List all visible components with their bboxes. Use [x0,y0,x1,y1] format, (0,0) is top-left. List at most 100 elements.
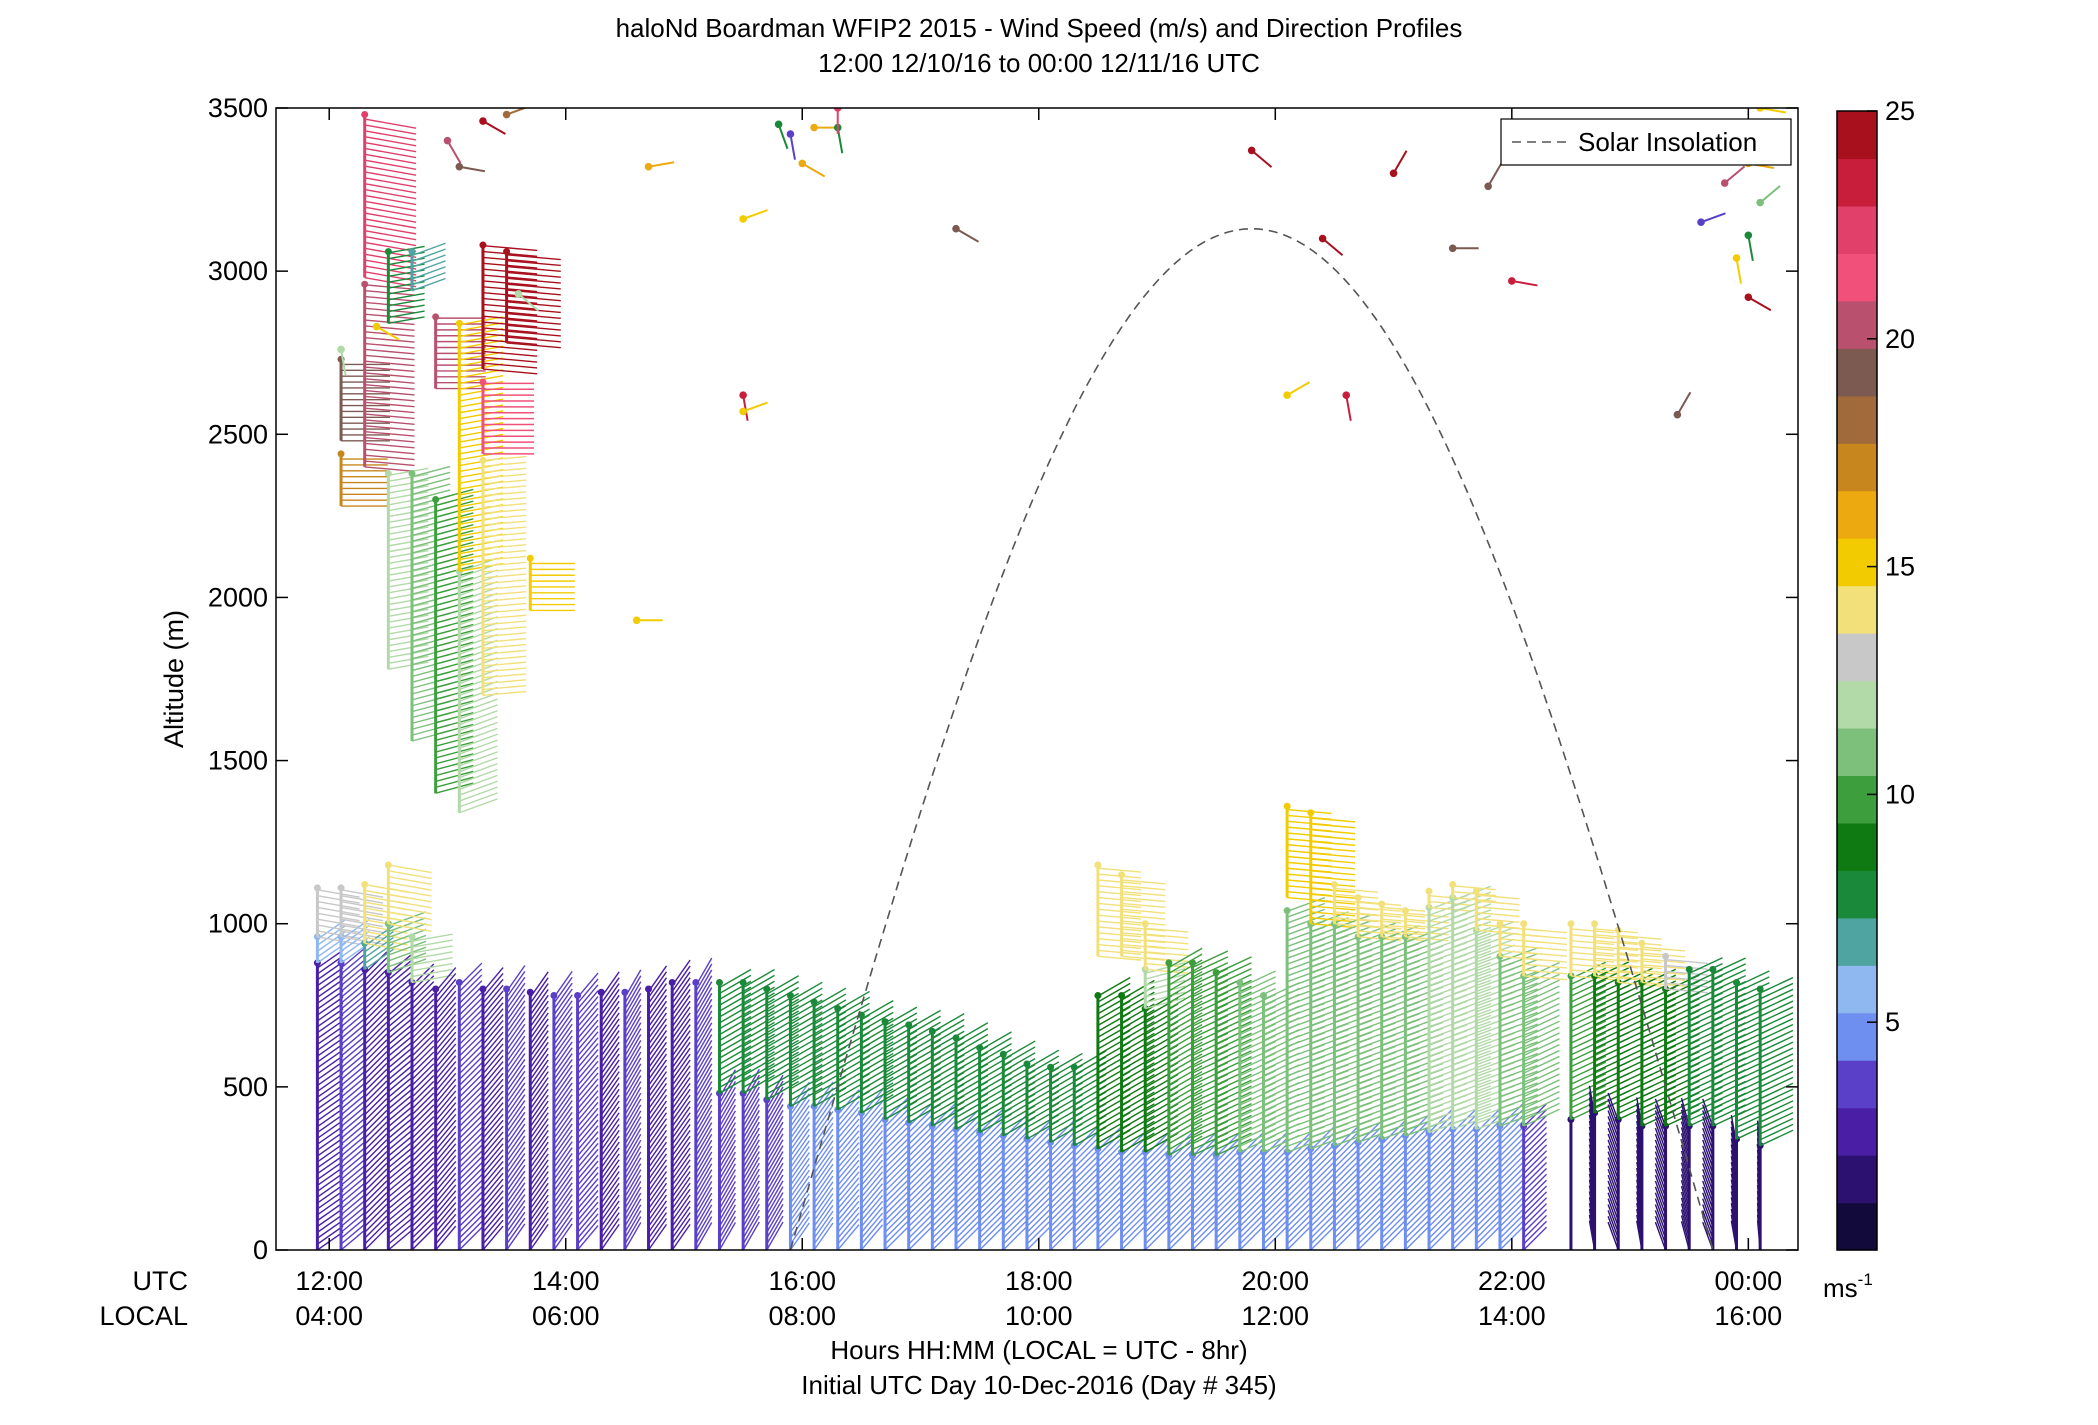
wind-barb [1688,962,1723,980]
wind-barb [340,918,384,928]
wind-barb [931,1190,957,1216]
wind-barb [600,1118,620,1145]
wind-barb [387,1182,413,1204]
wind-barb [316,1037,344,1057]
wind-barb [1002,1143,1028,1169]
wind-barb [577,1195,599,1222]
wind-barb [1097,879,1142,885]
wind-barb [1097,1208,1122,1233]
wind-barb [1215,1226,1240,1250]
wind-barb [387,1094,413,1116]
wind-barb [671,1018,691,1045]
wind-barb [1499,1179,1524,1204]
wind-barb [837,1147,860,1175]
wind-barb [671,1065,691,1092]
wind-barb [316,1219,344,1239]
wind-barb [435,1108,457,1133]
wind-barb [411,1127,435,1151]
wind-barb [1570,1079,1607,1097]
wind-barb [387,1229,413,1250]
wind-barb [931,1167,957,1192]
wind-barb [482,485,527,491]
wind-barb [577,1113,599,1139]
wind-barb [411,962,453,972]
wind-barb [979,1179,1004,1204]
wind-barb [1570,1032,1607,1050]
wind-barb [1523,1138,1548,1163]
wind-barb [1523,973,1560,992]
wind-barb [506,318,561,325]
wind-barb [884,1114,909,1139]
wind-barb [458,1056,483,1081]
wind-barb [1702,1204,1714,1233]
wind-barb [695,1210,713,1239]
wind-barb [529,1165,549,1192]
wind-barb [600,1065,620,1092]
wind-barb [1523,951,1567,957]
wind-barb [1475,1173,1501,1198]
wind-barb [790,1005,823,1025]
x-tick-label-local: 12:00 [1242,1301,1310,1331]
wind-barb [577,1189,599,1216]
wind-barb [387,1076,413,1098]
wind-barb [459,610,498,626]
colorbar-band [1837,1012,1877,1061]
wind-barb [1702,1098,1714,1127]
barb-dot [976,1044,984,1052]
barb-dot [786,991,794,999]
wind-barb [861,1023,894,1044]
wind-barb [695,963,713,992]
wind-barb [979,1173,1004,1198]
scattered-dot [798,159,807,168]
wind-barb [695,1116,713,1145]
wind-barb [908,1143,933,1169]
wind-barb [1404,1161,1430,1186]
wind-barb [459,333,504,343]
wind-barb [1759,1012,1794,1029]
wind-barb [316,1102,344,1122]
wind-barb [1026,1167,1051,1192]
wind-barb [482,984,504,1010]
wind-barb [813,987,847,1008]
wind-barb [1570,1055,1607,1074]
wind-barb [387,965,413,987]
wind-barb [1499,988,1538,1004]
wind-barb [1168,1023,1203,1045]
wind-barb [1654,1139,1667,1169]
wind-barb [1168,953,1203,974]
wind-barb [955,1185,980,1210]
wind-barb [766,1004,799,1025]
wind-barb [388,905,432,915]
wind-barb [364,998,388,1022]
wind-barb [388,520,429,529]
wind-barb [1286,914,1326,930]
wind-barb [1168,1006,1203,1027]
wind-barb [979,1208,1004,1233]
wind-barb [459,686,498,702]
wind-barb [364,466,415,472]
wind-barb [1452,1097,1492,1113]
wind-barb [482,538,527,544]
wind-barb [600,1053,620,1081]
wind-barb [387,1035,413,1057]
wind-barb [1570,1008,1607,1027]
wind-barb [908,1114,933,1139]
wind-barb [1452,1185,1477,1210]
wind-barb [1262,1208,1288,1233]
colorbar-band [1837,727,1877,777]
wind-barb [577,1166,599,1192]
wind-barb [316,990,344,1010]
wind-barb [600,1024,620,1051]
wind-barb [435,682,474,695]
wind-barb [1736,982,1770,999]
scattered-barb [1759,185,1781,204]
x-tick-label-local: 14:00 [1478,1301,1546,1331]
wind-barb [1050,1220,1075,1245]
wind-barb [1168,959,1203,980]
wind-barb [742,1086,760,1116]
wind-barb [1215,1003,1252,1021]
wind-barb [387,1064,413,1087]
scattered-barb [517,293,539,312]
wind-barb [435,612,474,624]
